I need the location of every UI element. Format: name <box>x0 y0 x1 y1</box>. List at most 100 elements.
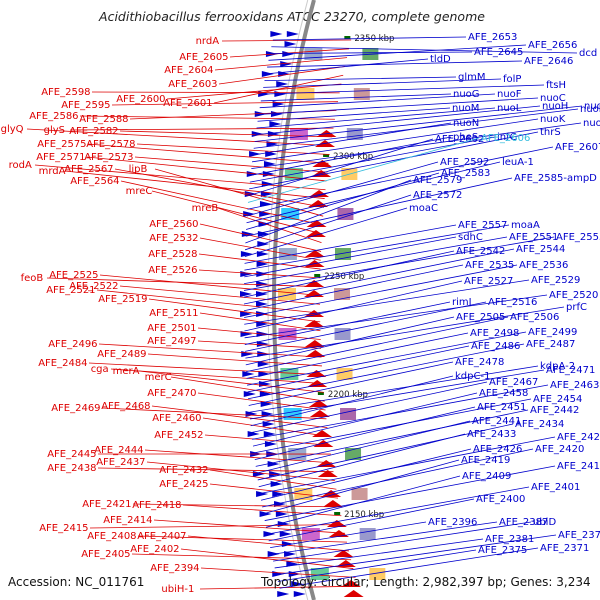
label-connector <box>170 376 325 402</box>
gene-label-reverse: AFE_2489 <box>97 349 146 360</box>
reverse-gene-arrow <box>304 340 325 347</box>
label-connector <box>256 420 471 474</box>
label-connector <box>246 316 509 373</box>
gene-label-forward: dcd <box>579 48 597 59</box>
forward-gene-arrow <box>241 231 254 237</box>
label-connector <box>247 345 470 393</box>
gene-label-reverse: AFE_2564 <box>70 176 119 187</box>
label-connector <box>119 130 333 138</box>
gene-label-forward: AFE_2387 <box>499 517 548 528</box>
reverse-gene-arrow <box>326 520 347 527</box>
gene-label-forward: AFE_2535 <box>465 260 514 271</box>
gene-label-reverse: AFE_2603 <box>168 79 217 90</box>
gene-label-reverse: AFE_2445 <box>47 449 96 460</box>
label-connector <box>269 51 473 54</box>
gene-label-reverse: rodA <box>9 160 32 171</box>
tick-mark <box>314 274 321 277</box>
forward-gene-arrow <box>293 591 306 597</box>
gene-label-forward: nuoK <box>540 114 566 125</box>
gene-label-forward: AFE_2478 <box>455 357 504 368</box>
label-connector <box>244 264 518 318</box>
gene-label-forward: AFE_2536 <box>519 260 568 271</box>
label-connector <box>99 274 321 296</box>
label-connector <box>244 224 457 264</box>
reverse-strand-labels: nrdAAFE_2605AFE_2604AFE_2603AFE_2601AFE_… <box>1 36 358 595</box>
label-connector <box>258 97 539 115</box>
label-connector <box>200 567 356 578</box>
gene-label-forward: nuoL <box>497 103 522 114</box>
forward-gene-arrow <box>259 511 272 517</box>
tick-label: 2350 kbp <box>354 34 394 44</box>
annotation-block <box>345 448 362 460</box>
forward-gene-arrow <box>242 371 255 377</box>
gene-label-reverse: AFE_2497 <box>147 336 196 347</box>
gene-label-reverse: AFE_2604 <box>164 65 213 76</box>
forward-gene-arrow <box>247 431 260 437</box>
gene-label-forward: ftsH <box>546 80 566 91</box>
label-connector <box>246 161 439 217</box>
gene-label-forward: prfC <box>566 302 587 313</box>
reverse-gene-arrow <box>317 470 338 477</box>
label-connector <box>255 105 541 136</box>
annotation-block <box>310 568 329 580</box>
gene-label-reverse: AFE_2402 <box>130 544 179 555</box>
gene-label-forward: AFE_2377 <box>558 530 600 541</box>
gene-label-forward: pheS <box>453 132 478 143</box>
gene-label-reverse: AFE_2582 <box>69 126 118 137</box>
forward-gene-arrow <box>245 411 258 417</box>
label-connector <box>209 469 337 490</box>
gene-label-reverse: AFE_2414 <box>103 515 152 526</box>
label-connector <box>148 298 321 323</box>
gene-label-reverse: AFE_2452 <box>154 430 203 441</box>
gene-label-reverse: lipB <box>129 164 148 175</box>
forward-gene-arrow <box>263 161 276 167</box>
label-connector <box>120 180 323 226</box>
gene-label-forward: AFE_2433 <box>467 429 516 440</box>
gene-label-reverse: mreC <box>126 186 153 197</box>
gene-label-reverse: AFE_2600 <box>116 94 165 105</box>
label-connector <box>243 250 455 298</box>
label-connector <box>248 361 454 406</box>
forward-gene-arrow <box>256 301 269 307</box>
gene-label-forward: AFE_2506 <box>510 312 559 323</box>
label-connector <box>247 137 480 203</box>
label-connector <box>26 128 331 147</box>
label-connector <box>197 327 321 340</box>
gene-label-forward: AFE_2487 <box>526 339 575 350</box>
gene-label-forward: nuoC <box>540 93 566 104</box>
forward-gene-arrow <box>291 581 304 587</box>
label-connector <box>252 392 478 447</box>
gene-label-forward: AFE_2505 <box>456 312 505 323</box>
gene-label-reverse: AFE_2575 <box>37 139 86 150</box>
forward-gene-arrow <box>256 251 269 257</box>
forward-gene-arrow <box>279 531 292 537</box>
gene-label-forward: folP <box>503 74 521 85</box>
label-connector <box>218 66 346 85</box>
tick-label: 2150 kbp <box>344 510 384 520</box>
reverse-gene-arrow <box>309 410 330 417</box>
forward-gene-arrow <box>270 111 283 117</box>
label-connector <box>138 370 324 393</box>
label-connector <box>153 519 346 534</box>
label-connector <box>119 285 321 305</box>
gene-label-forward: AFE_2400 <box>476 494 525 505</box>
label-connector <box>271 521 498 555</box>
reverse-gene-arrow <box>305 230 326 237</box>
label-connector <box>262 448 534 508</box>
tick-label: 2250 kbp <box>324 272 364 282</box>
forward-gene-arrow <box>243 211 256 217</box>
label-connector <box>277 549 477 582</box>
reverse-gene-arrow <box>312 160 333 167</box>
label-connector <box>245 301 487 352</box>
gene-label-forward: AFE_2409 <box>462 471 511 482</box>
gene-label-reverse: AFE_2415 <box>39 523 88 534</box>
gene-label-forward: AFE_2572 <box>413 190 462 201</box>
label-connector <box>132 503 340 508</box>
gene-label-forward: AFE_2557 <box>458 220 507 231</box>
label-connector <box>259 436 556 494</box>
gene-label-reverse: AFE_2598 <box>41 87 90 98</box>
reverse-gene-arrow <box>333 550 354 557</box>
gene-label-forward: AFE_2553 <box>556 232 600 243</box>
label-connector <box>88 362 323 376</box>
gene-label-forward: leuA-1 <box>502 157 534 168</box>
